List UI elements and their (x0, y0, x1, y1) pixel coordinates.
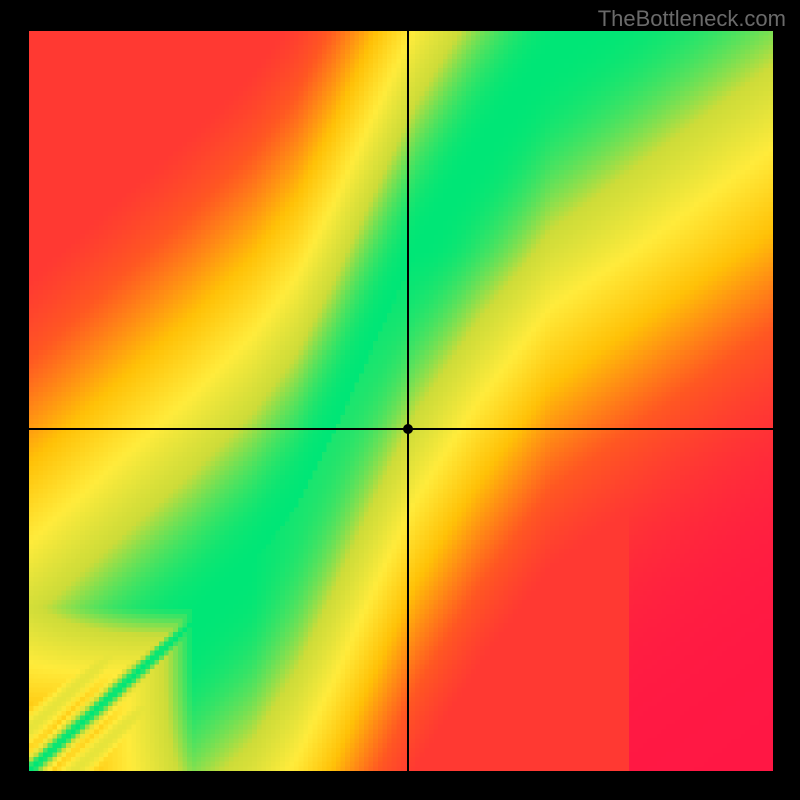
watermark-text: TheBottleneck.com (598, 6, 786, 32)
crosshair-horizontal (29, 428, 773, 430)
chart-container: TheBottleneck.com (0, 0, 800, 800)
crosshair-vertical (407, 31, 409, 771)
bottleneck-heatmap (29, 31, 773, 771)
